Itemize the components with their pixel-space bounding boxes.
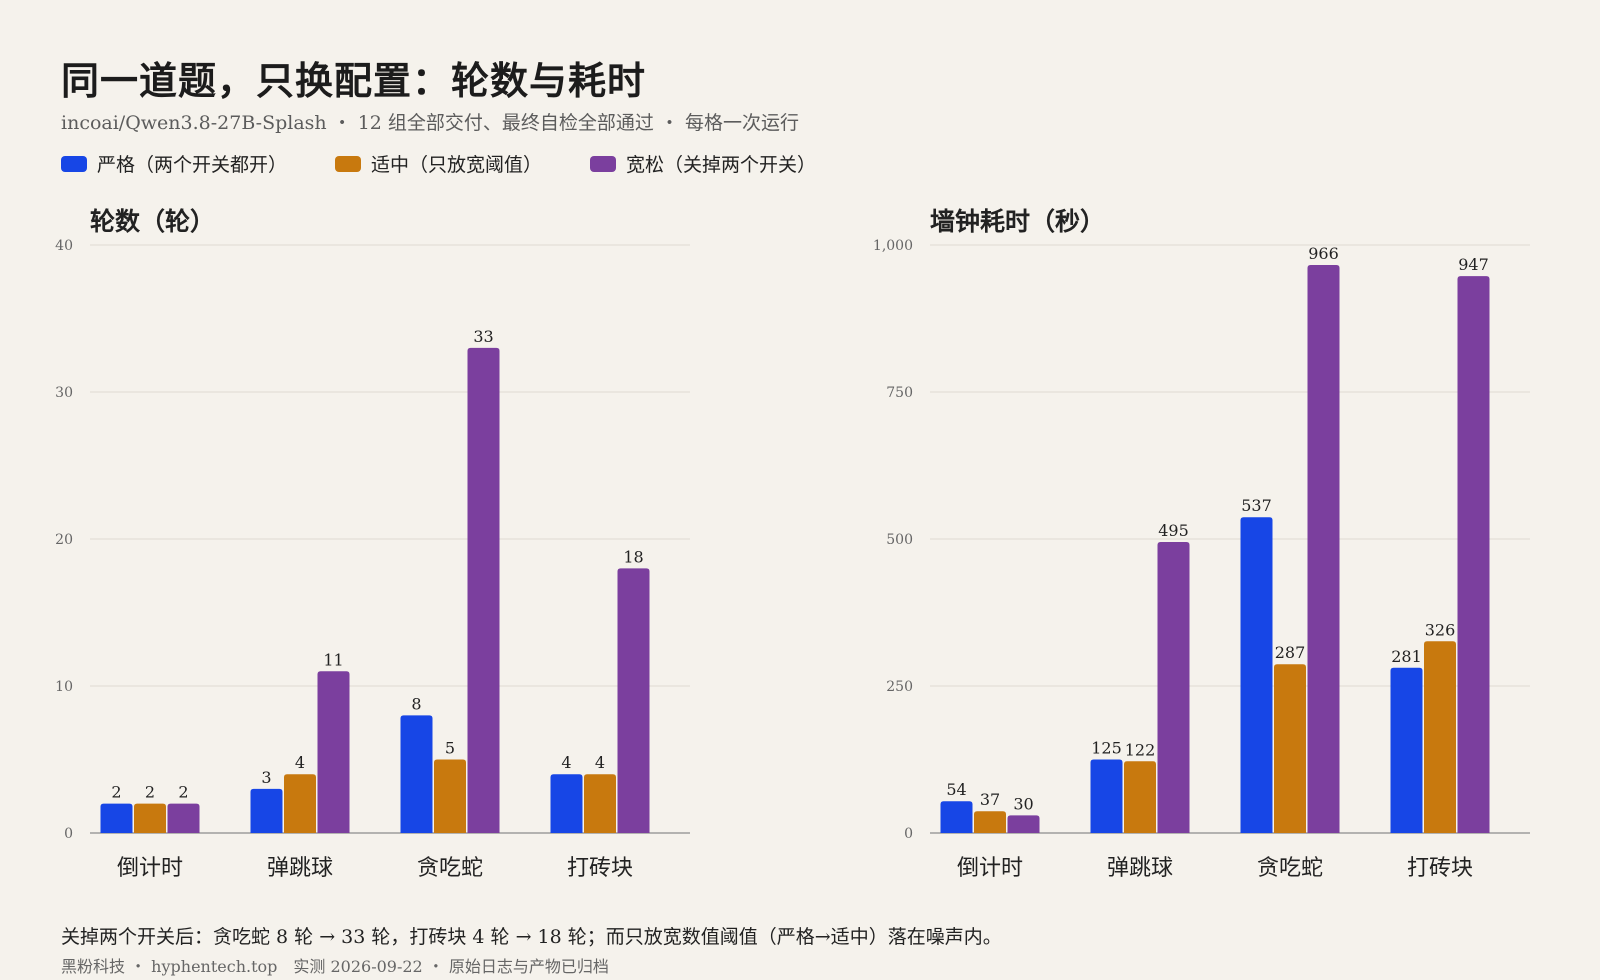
- legend-item-moderate: 适中（只放宽阈值）: [335, 150, 542, 177]
- legend-swatch-loose: [590, 155, 617, 172]
- bar: [617, 568, 650, 833]
- chart-title: 墙钟耗时（秒）: [930, 207, 1105, 236]
- data-label: 947: [1458, 255, 1489, 274]
- data-label: 495: [1158, 521, 1189, 540]
- bar: [1424, 641, 1456, 833]
- y-tick-label: 20: [55, 532, 73, 548]
- legend-label-strict: 严格（两个开关都开）: [97, 154, 288, 176]
- data-label: 125: [1091, 739, 1122, 758]
- legend-swatch-moderate: [335, 155, 362, 172]
- y-tick-label: 500: [886, 532, 913, 548]
- x-tick-label: 贪吃蛇: [1257, 856, 1323, 881]
- bar: [134, 803, 166, 833]
- bar: [1240, 517, 1273, 833]
- legend: 严格（两个开关都开） 适中（只放宽阈值） 宽松（关掉两个开关）: [61, 150, 816, 177]
- bar: [100, 803, 133, 833]
- data-label: 3: [261, 768, 271, 787]
- data-label: 2: [178, 783, 188, 802]
- page-subtitle: incoai/Qwen3.8-27B-Splash ・ 12 组全部交付、最终自…: [61, 112, 800, 134]
- bar: [1457, 276, 1490, 833]
- y-tick-label: 750: [886, 385, 913, 401]
- x-tick-label: 弹跳球: [267, 856, 333, 881]
- rounds-chart: 轮数（轮） 0 10 20 30 40 倒计时 2 2 2 弹跳球 3 4 11 贪吃蛇 8 5 33 打砖块 4 4 1…: [55, 207, 690, 881]
- data-label: 2: [145, 783, 155, 802]
- x-tick-label: 打砖块: [1407, 856, 1473, 881]
- data-label: 326: [1425, 620, 1456, 639]
- data-label: 281: [1391, 647, 1422, 666]
- data-label: 37: [980, 790, 1000, 809]
- y-tick-label: 0: [64, 826, 73, 842]
- bar: [584, 774, 616, 833]
- chart-title: 轮数（轮）: [90, 207, 215, 236]
- wallclock-chart: 墙钟耗时（秒） 0 250 500 750 1,000 倒计时 54 37 30 弹跳球 125 122…: [873, 207, 1530, 881]
- bar: [1390, 667, 1423, 833]
- y-tick-label: 10: [55, 679, 73, 695]
- y-tick-label: 30: [55, 385, 73, 401]
- bar: [1157, 541, 1190, 833]
- x-tick-label: 贪吃蛇: [417, 856, 483, 881]
- x-tick-label: 倒计时: [117, 856, 183, 881]
- data-label: 54: [946, 780, 966, 799]
- data-label: 30: [1013, 794, 1033, 813]
- y-tick-label: 40: [55, 238, 73, 254]
- legend-label-loose: 宽松（关掉两个开关）: [626, 154, 817, 176]
- x-tick-label: 倒计时: [957, 856, 1023, 881]
- legend-item-strict: 严格（两个开关都开）: [61, 150, 287, 177]
- data-label: 11: [323, 650, 343, 669]
- bar: [974, 811, 1006, 833]
- data-label: 122: [1125, 740, 1156, 759]
- data-label: 4: [561, 753, 571, 772]
- bar: [434, 759, 466, 833]
- data-label: 4: [295, 753, 305, 772]
- bar: [1124, 761, 1156, 833]
- bar: [284, 774, 316, 833]
- legend-swatch-strict: [61, 155, 87, 172]
- y-tick-label: 1,000: [873, 238, 913, 254]
- bar: [1307, 264, 1340, 833]
- legend-label-moderate: 适中（只放宽阈值）: [371, 154, 543, 176]
- bar: [1274, 664, 1306, 833]
- bar: [940, 801, 973, 833]
- data-label: 4: [595, 753, 605, 772]
- page-title: 同一道题，只换配置：轮数与耗时: [61, 58, 647, 103]
- bar: [1090, 759, 1123, 833]
- source-line: 黑粉科技 ・ hyphentech.top 实测 2026-09-22 ・ 原始…: [61, 957, 609, 976]
- y-tick-label: 0: [904, 826, 913, 842]
- x-tick-label: 打砖块: [567, 856, 633, 881]
- y-tick-label: 250: [886, 679, 913, 695]
- data-label: 2: [111, 783, 121, 802]
- bar: [317, 671, 350, 833]
- bar: [550, 774, 583, 833]
- bar: [167, 803, 200, 833]
- data-label: 537: [1241, 496, 1272, 515]
- bar: [1007, 815, 1040, 833]
- bar: [467, 347, 500, 833]
- bar: [250, 788, 283, 833]
- data-label: 966: [1308, 244, 1339, 263]
- bar: [400, 715, 433, 833]
- data-label: 18: [623, 547, 643, 566]
- data-label: 287: [1275, 643, 1306, 662]
- footnote: 关掉两个开关后：贪吃蛇 8 轮 → 33 轮，打砖块 4 轮 → 18 轮；而只…: [61, 926, 1002, 948]
- x-tick-label: 弹跳球: [1107, 856, 1173, 881]
- data-label: 8: [411, 694, 421, 713]
- data-label: 5: [445, 739, 455, 758]
- legend-item-loose: 宽松（关掉两个开关）: [590, 150, 816, 177]
- data-label: 33: [473, 327, 493, 346]
